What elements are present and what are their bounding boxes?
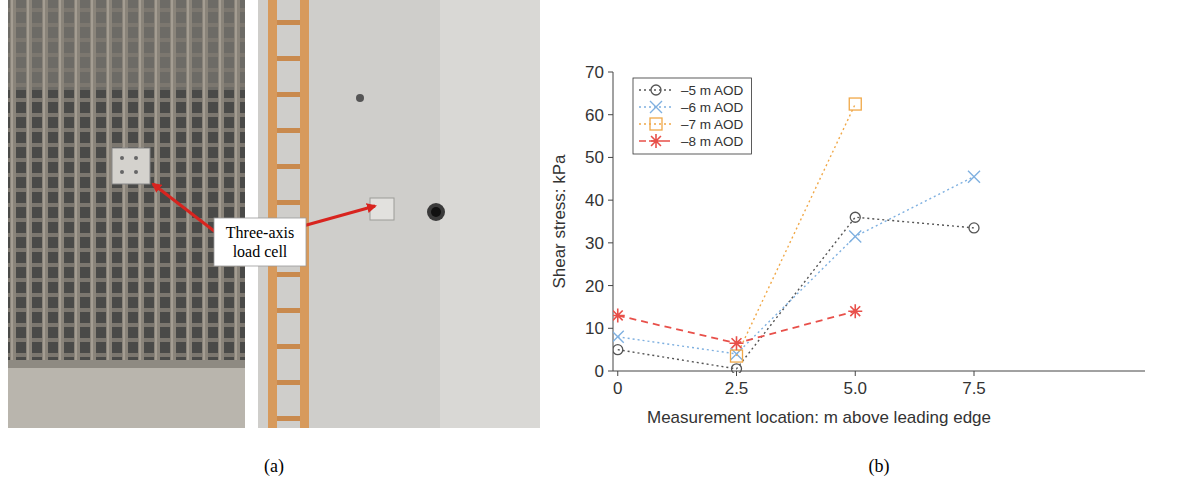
annotation: Three-axis load cell bbox=[226, 224, 294, 260]
y-tick bbox=[608, 285, 613, 286]
x-tick-label: 0 bbox=[613, 379, 622, 398]
y-tick bbox=[608, 114, 613, 115]
load-cell bbox=[112, 148, 150, 184]
y-tick-label: 0 bbox=[595, 362, 604, 381]
ladder-rung bbox=[277, 344, 300, 349]
tie-hole-inner bbox=[431, 207, 441, 217]
marker bbox=[651, 85, 661, 95]
marker bbox=[849, 98, 861, 110]
y-tick bbox=[608, 328, 613, 329]
photo-background bbox=[8, 0, 245, 428]
tie-hole bbox=[427, 203, 445, 221]
ladder-rung bbox=[277, 56, 300, 61]
load-cell-bolt bbox=[120, 170, 124, 174]
y-tick-label: 50 bbox=[585, 148, 604, 167]
y-tick bbox=[608, 72, 613, 73]
marker bbox=[848, 304, 862, 318]
marker bbox=[730, 336, 744, 350]
x-tick bbox=[974, 371, 975, 376]
load-cell-bolt bbox=[134, 170, 138, 174]
ladder-rung bbox=[277, 380, 300, 385]
photo-rebar bbox=[8, 0, 245, 428]
panel-label: (b) bbox=[869, 456, 890, 477]
marker bbox=[650, 118, 662, 130]
ladder-rung bbox=[277, 20, 300, 25]
x-tick bbox=[617, 371, 618, 376]
load-cell-bolt bbox=[120, 156, 124, 160]
y-tick-label: 40 bbox=[585, 191, 604, 210]
marker bbox=[613, 345, 623, 355]
y-tick-label: 10 bbox=[585, 319, 604, 338]
arrow bbox=[303, 206, 375, 226]
legend-line bbox=[639, 89, 673, 90]
arrow bbox=[153, 184, 218, 234]
marker bbox=[650, 101, 662, 113]
marker bbox=[613, 308, 625, 322]
load-cell-face bbox=[370, 198, 394, 220]
x-tick-label: 5.0 bbox=[843, 379, 867, 398]
ladder-rung bbox=[277, 200, 300, 205]
marker bbox=[969, 223, 979, 233]
marker bbox=[968, 171, 980, 183]
marker bbox=[731, 350, 743, 362]
y-tick-label: 60 bbox=[585, 106, 604, 125]
wall bbox=[258, 0, 540, 428]
legend-label: –5 m AOD bbox=[681, 83, 744, 98]
y-tick bbox=[608, 371, 613, 372]
photo-wall bbox=[258, 0, 540, 428]
series-line bbox=[737, 104, 856, 356]
x-axis-title: Measurement location: m above leading ed… bbox=[647, 408, 991, 427]
y-tick-label: 20 bbox=[585, 277, 604, 296]
panel-label: (a) bbox=[264, 456, 284, 477]
ladder-rung bbox=[277, 92, 300, 97]
ladder-rung bbox=[277, 128, 300, 133]
wall-light bbox=[440, 0, 540, 428]
ladder-rail bbox=[268, 0, 277, 428]
legend: –5 m AOD –6 m AOD –7 m AOD –8 m AOD bbox=[633, 78, 752, 154]
y-tick bbox=[608, 242, 613, 243]
concrete-edge bbox=[8, 360, 245, 368]
legend-label: –6 m AOD bbox=[681, 100, 744, 115]
y-tick-label: 30 bbox=[585, 234, 604, 253]
concrete-base bbox=[8, 365, 245, 428]
marker bbox=[732, 364, 742, 373]
y-tick bbox=[608, 157, 613, 158]
ladder-rung bbox=[277, 272, 300, 277]
x-axis bbox=[613, 371, 1145, 372]
x-tick-label: 7.5 bbox=[962, 379, 986, 398]
ladder-rung bbox=[277, 416, 300, 421]
annotation-line: load cell bbox=[233, 243, 288, 260]
legend-label: –7 m AOD bbox=[681, 117, 744, 132]
x-tick-label: 2.5 bbox=[725, 379, 749, 398]
y-tick-label: 70 bbox=[585, 63, 604, 82]
load-cell-bolt bbox=[134, 156, 138, 160]
ladder-rung bbox=[277, 308, 300, 313]
legend-line bbox=[639, 123, 673, 124]
legend-label: –8 m AOD bbox=[681, 134, 744, 149]
marker bbox=[649, 134, 663, 148]
y-axis bbox=[613, 72, 614, 371]
y-tick bbox=[608, 200, 613, 201]
annotation-box bbox=[214, 218, 306, 266]
y-axis-title: Shear stress: kPa bbox=[550, 154, 569, 289]
marker bbox=[849, 230, 861, 242]
legend-box bbox=[633, 78, 752, 154]
series-line bbox=[618, 217, 974, 369]
x-tick bbox=[736, 371, 737, 376]
annotation-line: Three-axis bbox=[226, 224, 294, 241]
series-line bbox=[618, 177, 974, 354]
x-tick bbox=[855, 371, 856, 376]
tie-hole-small bbox=[356, 94, 364, 102]
ladder-rail bbox=[300, 0, 309, 428]
marker bbox=[850, 212, 860, 222]
ladder-rung bbox=[277, 164, 300, 169]
marker bbox=[613, 331, 624, 343]
